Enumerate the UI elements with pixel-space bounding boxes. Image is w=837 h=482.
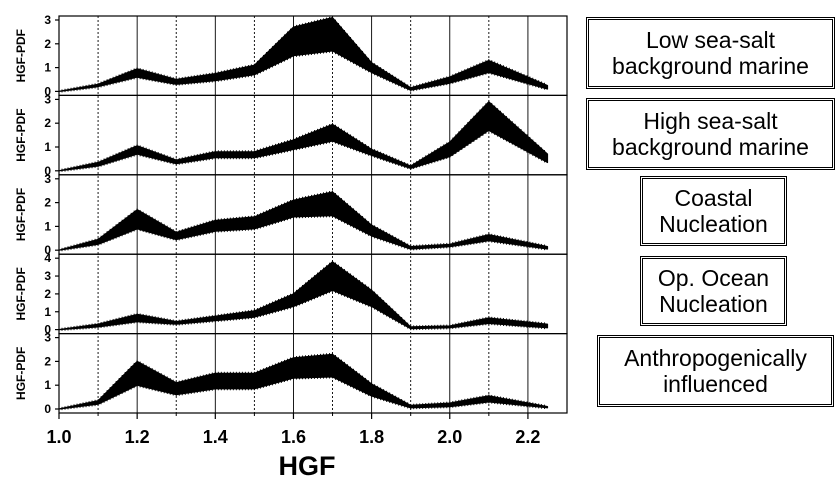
x-tick-label: 1.2 [125, 427, 150, 447]
x-tick-label: 1.0 [46, 427, 71, 447]
y-axis-label: HGF-PDF [14, 29, 28, 82]
y-tick-label: 2 [44, 354, 51, 368]
x-tick-label: 2.2 [515, 427, 540, 447]
legend-box-3: Coastal Nucleation [640, 176, 787, 246]
legend-line: Nucleation [659, 291, 768, 317]
y-tick-label: 3 [44, 269, 51, 283]
legend-text: Coastal Nucleation [659, 185, 768, 237]
y-tick-label: 0 [44, 323, 51, 337]
y-tick-label: 3 [44, 331, 51, 345]
y-axis-label: HGF-PDF [14, 188, 28, 241]
legend-box-4: Op. Ocean Nucleation [640, 256, 787, 326]
pdf-band-panel-1 [58, 17, 549, 92]
legend-text: High sea-salt background marine [612, 108, 809, 160]
legend-line: Coastal [674, 185, 753, 211]
legend-line: High sea-salt [643, 108, 778, 134]
y-axis-label: HGF-PDF [14, 108, 28, 161]
y-tick-label: 1 [44, 140, 51, 154]
legend-line: Anthropogenically [624, 345, 807, 371]
pdf-band-panel-2 [58, 101, 549, 172]
legend-line: influenced [663, 371, 768, 397]
y-axis-label: HGF-PDF [14, 267, 28, 320]
legend-box-2: High sea-salt background marine [586, 98, 835, 170]
y-tick-label: 2 [44, 287, 51, 301]
x-axis-title: HGF [279, 451, 336, 481]
y-tick-label: 3 [44, 92, 51, 106]
y-tick-label: 2 [44, 37, 51, 51]
legend-box-1: Low sea-salt background marine [586, 17, 835, 89]
y-tick-label: 0 [44, 164, 51, 178]
legend-text: Op. Ocean Nucleation [658, 265, 769, 317]
pdf-band-panel-4 [58, 261, 549, 331]
y-tick-label: 2 [44, 196, 51, 210]
y-tick-label: 0 [44, 402, 51, 416]
legend-line: Low sea-salt [645, 27, 776, 53]
y-tick-label: 2 [44, 116, 51, 130]
x-tick-label: 1.6 [281, 427, 306, 447]
pdf-bands [58, 16, 549, 411]
y-tick-label: 0 [44, 243, 51, 257]
y-tick-label: 0 [44, 84, 51, 98]
y-tick-label: 4 [44, 251, 51, 265]
pdf-band-panel-5 [58, 353, 549, 410]
x-tick-label: 1.8 [359, 427, 384, 447]
legend-line: Nucleation [659, 211, 768, 237]
legend-line: background marine [612, 53, 809, 79]
x-tick-label: 1.4 [203, 427, 228, 447]
axis-ticks: 0 1 2 3 HGF-PDF 0 1 2 3 HGF-PDF 0 1 2 3 HGF-PDF 0 1 2 3 4 HG… [14, 13, 540, 447]
panel-frames [58, 15, 568, 414]
y-tick-label: 1 [44, 305, 51, 319]
x-tick-label: 2.0 [437, 427, 462, 447]
y-tick-label: 1 [44, 61, 51, 75]
pdf-band-panel-3 [58, 191, 549, 251]
legend-text: Low sea-salt background marine [612, 27, 809, 79]
legend-box-5: Anthropogenically influenced [597, 335, 834, 407]
y-tick-label: 1 [44, 378, 51, 392]
legend-line: background marine [612, 134, 809, 160]
panel-frame-5 [58, 333, 568, 414]
y-axis-label: HGF-PDF [14, 347, 28, 400]
y-tick-label: 1 [44, 219, 51, 233]
legend-line: Op. Ocean [657, 265, 770, 291]
y-tick-label: 3 [44, 13, 51, 27]
legend-text: Anthropogenically influenced [624, 345, 807, 397]
y-tick-label: 3 [44, 172, 51, 186]
